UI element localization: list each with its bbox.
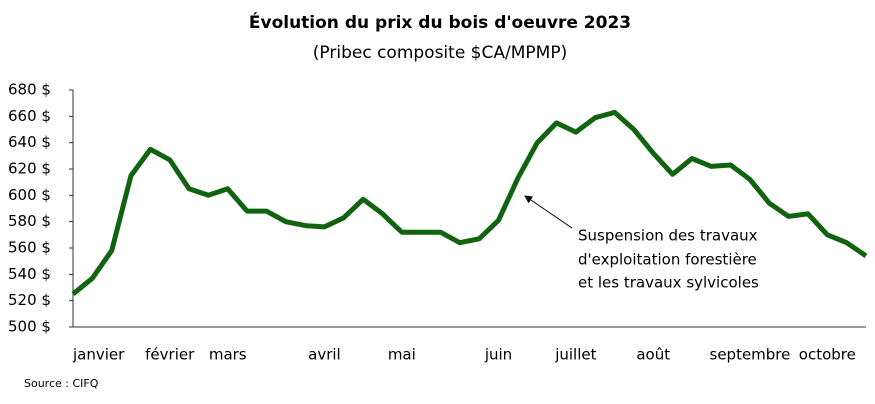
annotation-arrow xyxy=(524,195,573,229)
source: Source : CIFQ xyxy=(24,377,99,390)
y-tick-label: 620 $ xyxy=(8,160,51,178)
y-tick-label: 600 $ xyxy=(8,186,51,204)
chart-subtitle: (Pribec composite $CA/MPMP) xyxy=(313,43,567,63)
y-tick-label: 580 $ xyxy=(8,212,51,230)
chart-title: Évolution du prix du bois d'oeuvre 2023 xyxy=(249,11,631,33)
x-tick-label: juillet xyxy=(554,346,596,364)
x-tick-label: juin xyxy=(484,346,512,364)
line-series xyxy=(71,109,868,297)
y-tick-label: 500 $ xyxy=(8,318,51,336)
y-tick-label: 680 $ xyxy=(8,81,51,99)
x-tick-label: janvier xyxy=(72,346,125,364)
x-tick-label: février xyxy=(145,346,195,364)
x-tick-label: août xyxy=(636,346,670,364)
x-tick-label: septembre xyxy=(710,346,791,364)
y-tick-label: 540 $ xyxy=(8,265,51,283)
annotation-line: et les travaux sylvicoles xyxy=(578,274,759,292)
y-tick-label: 640 $ xyxy=(8,133,51,151)
annotation-line: d'exploitation forestière xyxy=(578,251,757,269)
annotation-line: Suspension des travaux xyxy=(578,227,758,245)
y-tick-label: 560 $ xyxy=(8,239,51,257)
x-tick-label: mars xyxy=(209,346,247,364)
x-tick-label: mai xyxy=(388,346,416,364)
y-tick-label: 660 $ xyxy=(8,107,51,125)
x-tick-label: avril xyxy=(308,346,341,364)
x-tick-label: octobre xyxy=(799,346,856,364)
y-tick-label: 520 $ xyxy=(8,291,51,309)
